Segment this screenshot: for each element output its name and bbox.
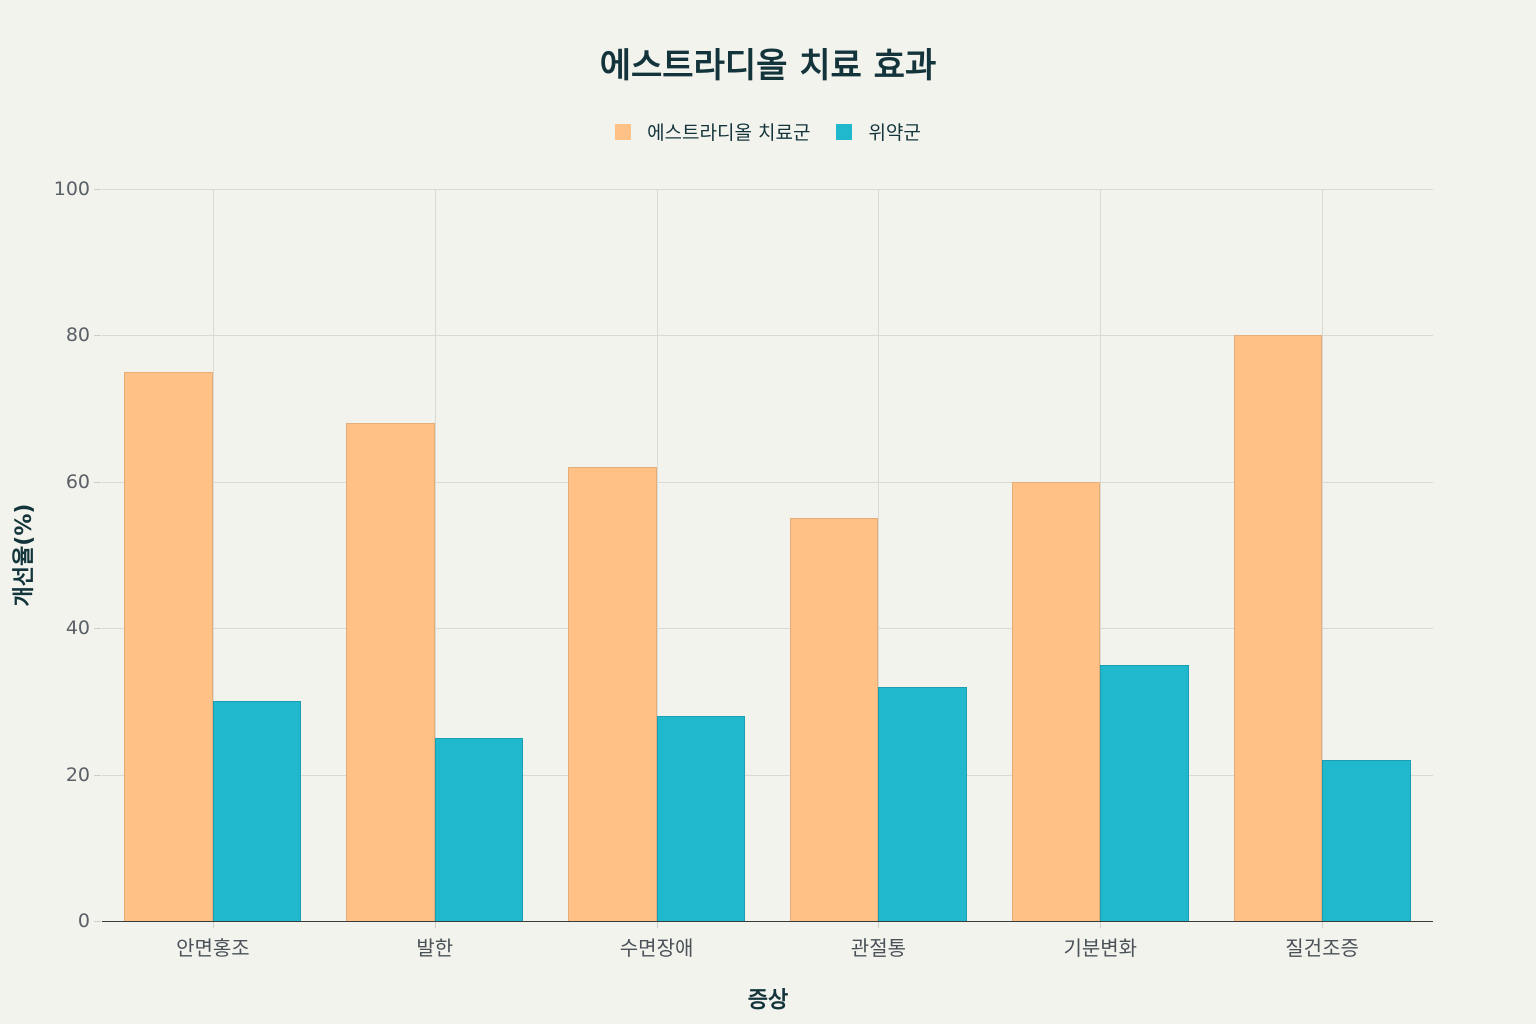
legend-item-placebo[interactable]: 위약군 xyxy=(836,118,921,145)
x-tick-label: 기분변화 xyxy=(1063,936,1138,960)
gridline-h xyxy=(102,335,1433,337)
x-axis-label: 증상 xyxy=(747,988,789,1013)
gridline-v xyxy=(1100,189,1102,921)
x-tick-mark xyxy=(878,922,880,928)
x-tick-label: 수면장애 xyxy=(619,936,694,960)
y-tick-mark xyxy=(94,335,101,337)
legend: 에스트라디올 치료군 위약군 xyxy=(0,118,1536,145)
legend-swatch-placebo xyxy=(836,123,853,140)
gridline-v xyxy=(656,189,658,921)
gridline-h xyxy=(102,189,1433,190)
bar-treatment-3[interactable] xyxy=(789,518,879,921)
bar-treatment-5[interactable] xyxy=(1233,335,1323,921)
bar-treatment-0[interactable] xyxy=(124,372,213,921)
legend-label-placebo: 위약군 xyxy=(868,122,921,144)
x-tick-mark xyxy=(434,922,436,928)
y-tick-mark xyxy=(94,628,101,630)
y-tick-mark xyxy=(94,189,101,190)
x-tick-label: 안면홍조 xyxy=(176,936,250,960)
bar-placebo-5[interactable] xyxy=(1322,759,1411,921)
x-tick-label: 관절통 xyxy=(850,936,907,960)
y-tick-label: 100 xyxy=(53,178,90,200)
bar-placebo-3[interactable] xyxy=(878,686,967,921)
gridline-v xyxy=(434,189,436,921)
y-tick-label: 40 xyxy=(65,617,90,640)
bar-treatment-4[interactable] xyxy=(1011,481,1101,921)
x-tick-mark xyxy=(1322,922,1324,928)
bar-placebo-0[interactable] xyxy=(212,701,302,921)
gridline-v xyxy=(212,189,214,921)
y-tick-mark xyxy=(94,774,101,776)
x-tick-mark xyxy=(656,922,658,928)
legend-label-treatment: 에스트라디올 치료군 xyxy=(647,122,811,144)
legend-swatch-treatment xyxy=(615,123,632,140)
y-tick-label: 20 xyxy=(65,763,90,786)
x-tick-mark xyxy=(1100,922,1102,928)
y-tick-label: 60 xyxy=(65,470,90,493)
y-tick-mark xyxy=(94,481,101,483)
y-tick-label: 80 xyxy=(65,324,90,347)
x-tick-label: 발한 xyxy=(416,936,454,960)
gridline-v xyxy=(1322,189,1324,921)
x-tick-label: 질건조증 xyxy=(1285,936,1359,960)
bar-treatment-1[interactable] xyxy=(346,423,435,921)
y-tick-label: 0 xyxy=(77,910,90,932)
gridline-h xyxy=(102,774,1433,776)
x-axis-line xyxy=(102,921,1433,922)
bar-treatment-2[interactable] xyxy=(568,467,657,921)
gridline-h xyxy=(102,481,1433,483)
plot-area xyxy=(102,189,1433,922)
bar-placebo-1[interactable] xyxy=(434,738,524,921)
bar-placebo-4[interactable] xyxy=(1100,664,1189,921)
gridline-v xyxy=(878,189,880,921)
x-tick-mark xyxy=(212,922,214,928)
gridline-h xyxy=(102,628,1433,630)
y-tick-mark xyxy=(94,921,101,922)
y-axis-label: 개선율(%) xyxy=(12,503,37,607)
legend-item-treatment[interactable]: 에스트라디올 치료군 xyxy=(615,118,810,145)
bar-placebo-2[interactable] xyxy=(656,716,746,921)
chart-title: 에스트라디올 치료 효과 xyxy=(599,46,937,86)
